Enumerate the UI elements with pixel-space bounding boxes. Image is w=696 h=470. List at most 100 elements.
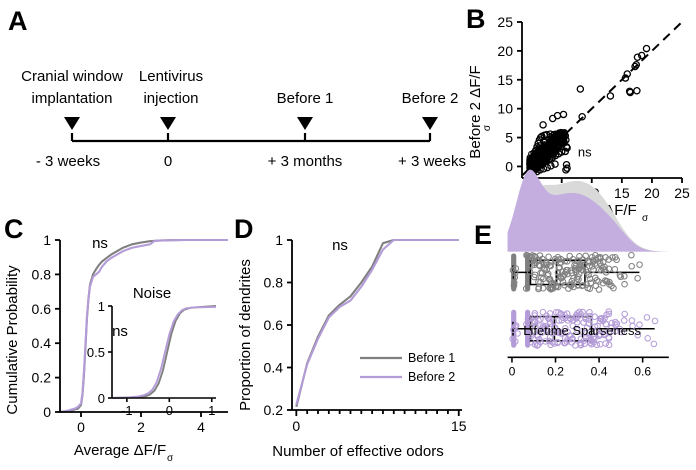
panel-b-xtick-label: 15 bbox=[614, 185, 630, 201]
panel-e-data-point bbox=[586, 316, 593, 323]
panel-d-legend: Before 1 Before 2 bbox=[360, 351, 455, 384]
panel-c-ns-label: ns bbox=[92, 235, 108, 252]
scatter-point bbox=[530, 151, 539, 159]
panel-e-data-point bbox=[511, 269, 519, 277]
panel-e-data-point bbox=[601, 315, 608, 322]
scatter-point bbox=[562, 166, 570, 174]
scatter-point bbox=[557, 148, 566, 156]
panel-c-ylabel: Cumulative Probability bbox=[4, 265, 21, 415]
panel-e-data-point bbox=[585, 271, 592, 279]
panel-e-data-point bbox=[539, 308, 547, 316]
timeline-marker-arrow-1 bbox=[160, 117, 176, 130]
panel-e-data-point bbox=[554, 283, 562, 291]
panel-e-data-point bbox=[592, 327, 600, 335]
panel-e-data-point bbox=[546, 310, 554, 317]
scatter-point bbox=[642, 44, 651, 53]
panel-e-data-point bbox=[535, 261, 543, 269]
panel-e-data-point bbox=[586, 262, 593, 270]
timeline-marker-arrow-3 bbox=[422, 117, 438, 130]
scatter-point bbox=[553, 111, 562, 120]
panel-e-data-point bbox=[526, 314, 533, 322]
panel-e-data-point bbox=[620, 317, 628, 324]
panel-c-inset-ns-label: ns bbox=[112, 323, 128, 340]
panel-e-data-point bbox=[576, 308, 583, 316]
panel-e-raincloud: 0 0.2 0.4 0.6 ns Lifetime Sparseness bbox=[507, 144, 669, 379]
panel-e-data-point bbox=[566, 252, 574, 260]
panel-e-data-point bbox=[575, 275, 582, 283]
panel-b-ytick-label: 5 bbox=[505, 130, 513, 146]
panel-e-data-point bbox=[583, 281, 590, 288]
panel-e-data-point bbox=[512, 322, 520, 329]
panel-e-data-point bbox=[593, 341, 601, 349]
scatter-outliers bbox=[528, 44, 651, 176]
panel-b-xtick-label: 20 bbox=[644, 185, 660, 201]
panel-letter-a: A bbox=[8, 6, 28, 36]
panel-d-ylabel: Proportion of dendrites bbox=[237, 259, 254, 411]
scatter-point bbox=[631, 62, 639, 71]
panel-e-data-point bbox=[545, 253, 552, 261]
scatter-point bbox=[633, 87, 641, 95]
panel-c-ytick-label: 0.8 bbox=[32, 266, 52, 282]
panel-c-ytick-label: 0.2 bbox=[32, 370, 52, 386]
panel-e-data-point bbox=[512, 265, 520, 272]
panel-e-data-point bbox=[605, 341, 613, 349]
panel-e-data-point bbox=[605, 308, 613, 315]
panel-c-xtick-label: 4 bbox=[197, 419, 205, 435]
panel-c-curve-before-2 bbox=[59, 238, 228, 414]
panel-e-data-point bbox=[611, 266, 619, 273]
panel-e-data-point bbox=[514, 330, 521, 337]
panel-e-data-point bbox=[582, 252, 589, 260]
scatter-point bbox=[533, 143, 541, 151]
panel-e-data-point bbox=[634, 274, 641, 282]
panel-c-ytick-label: 0 bbox=[43, 404, 51, 420]
panel-c-ytick-label: 0.4 bbox=[32, 335, 52, 351]
panel-e-data-point bbox=[610, 284, 617, 292]
panel-e-data-point bbox=[511, 274, 519, 281]
panel-c-ytick-label: 0.6 bbox=[32, 301, 52, 317]
panel-letter-c: C bbox=[4, 214, 24, 244]
panel-e-data-point bbox=[546, 320, 554, 327]
panel-e-data-point bbox=[569, 335, 576, 342]
panel-e-data-point bbox=[621, 280, 628, 288]
panel-e-data-point bbox=[551, 324, 559, 331]
panel-e-data-point bbox=[621, 272, 628, 280]
panel-e-data-point bbox=[575, 257, 582, 265]
panel-b-ytick-label: 10 bbox=[497, 101, 513, 117]
scatter-point bbox=[529, 155, 538, 164]
panel-c-inset-curve bbox=[111, 305, 217, 399]
panel-d-ns-label: ns bbox=[332, 237, 348, 254]
panel-e-data-point bbox=[569, 255, 577, 263]
panel-e-data-point bbox=[612, 321, 619, 329]
timeline-tick-label-1: 0 bbox=[164, 153, 172, 170]
timeline-event-1-title-1: Lentivirus bbox=[139, 68, 203, 85]
panel-c-inset-title: Noise bbox=[133, 285, 171, 302]
panel-b-ytick-label: 25 bbox=[497, 14, 513, 30]
panel-e-data-point bbox=[586, 312, 594, 320]
legend-label-before-1: Before 1 bbox=[408, 351, 455, 365]
panel-e-data-point bbox=[636, 321, 643, 328]
panel-c-inset-ytick-label: 0 bbox=[98, 391, 105, 406]
panel-c-inset-ytick-label: 0.5 bbox=[87, 345, 105, 360]
panel-b-scatter: 05101520250510152025 Before 2 ΔF/F σ Bef… bbox=[467, 14, 690, 224]
panel-e-data-point bbox=[602, 320, 610, 328]
panel-e-data-point bbox=[562, 266, 570, 274]
panel-e-data-point bbox=[591, 260, 599, 267]
panel-d-ytick-label: 0.8 bbox=[264, 275, 284, 291]
panel-b-ylabel: Before 2 ΔF/F bbox=[467, 65, 484, 158]
panel-e-data-point bbox=[531, 310, 539, 317]
panel-e-data-point bbox=[628, 251, 635, 259]
timeline-marker-arrow-2 bbox=[297, 117, 313, 130]
panel-letter-b: B bbox=[466, 4, 486, 34]
panel-e-data-point bbox=[605, 310, 613, 318]
panel-e-data-point bbox=[537, 316, 544, 323]
panel-e-data-point bbox=[650, 340, 658, 348]
panel-e-data-point bbox=[511, 338, 519, 345]
panel-e-data-point bbox=[551, 340, 558, 347]
panel-e-data-point bbox=[590, 335, 598, 343]
panel-e-data-point bbox=[644, 334, 651, 342]
scatter-point bbox=[539, 165, 548, 173]
panel-e-data-point bbox=[546, 262, 554, 269]
panel-e-data-point bbox=[557, 311, 565, 318]
panel-e-data-point bbox=[593, 276, 601, 284]
